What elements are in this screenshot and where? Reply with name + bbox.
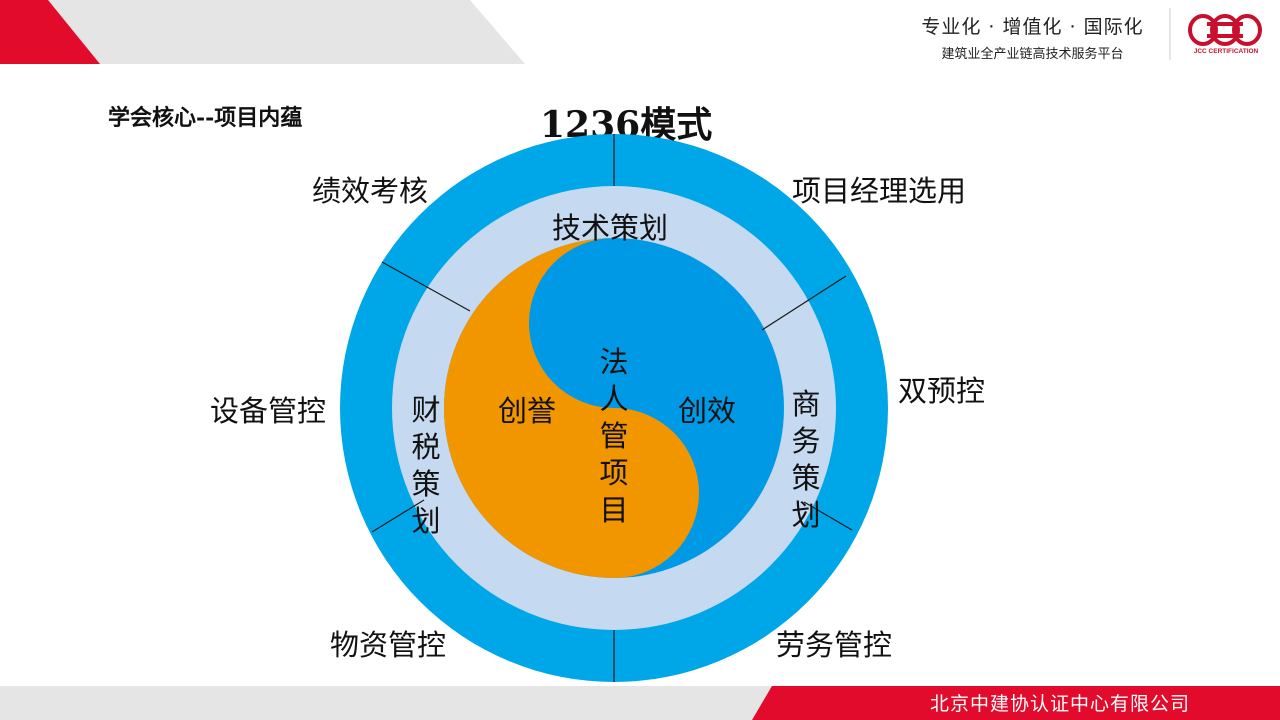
header-background (0, 0, 1280, 66)
header-red-slant (0, 0, 100, 64)
footer-company-name: 北京中建协认证中心有限公司 (929, 693, 1190, 715)
divider-top-left (381, 261, 471, 312)
label-business-planning: 商务策划 (791, 387, 821, 532)
header-tagline: 专业化 · 增值化 · 国际化 (921, 16, 1144, 38)
label-dual-prevention: 双预控 (898, 374, 986, 408)
label-labor-control: 劳务管控 (776, 628, 893, 662)
logo-text: JCC CERTIFICATION (1193, 48, 1259, 55)
header-gray-slant (40, 0, 525, 64)
divider-bottom-right (803, 501, 853, 531)
label-legal-entity-manages-project: 法人管项目 (599, 345, 629, 527)
divider-top-right (761, 275, 847, 331)
label-finance-tax-planning: 财税策划 (411, 393, 441, 538)
label-material-control: 物资管控 (330, 628, 447, 662)
divider-bottom-left (371, 499, 425, 533)
label-create-benefit: 创效 (678, 394, 737, 428)
section-title: 学会核心--项目内蕴 (108, 105, 303, 131)
header-subline: 建筑业全产业链高技术服务平台 (941, 47, 1124, 62)
label-project-manager-selection: 项目经理选用 (792, 174, 967, 208)
label-performance-assessment: 绩效考核 (312, 174, 429, 208)
label-equipment-control: 设备管控 (210, 394, 327, 428)
footer-background (0, 686, 1280, 720)
core-left-half (444, 238, 699, 578)
label-create-reputation: 创誉 (498, 394, 557, 428)
label-technical-planning: 技术策划 (552, 211, 669, 245)
jcc-logo-icon (1188, 14, 1262, 46)
